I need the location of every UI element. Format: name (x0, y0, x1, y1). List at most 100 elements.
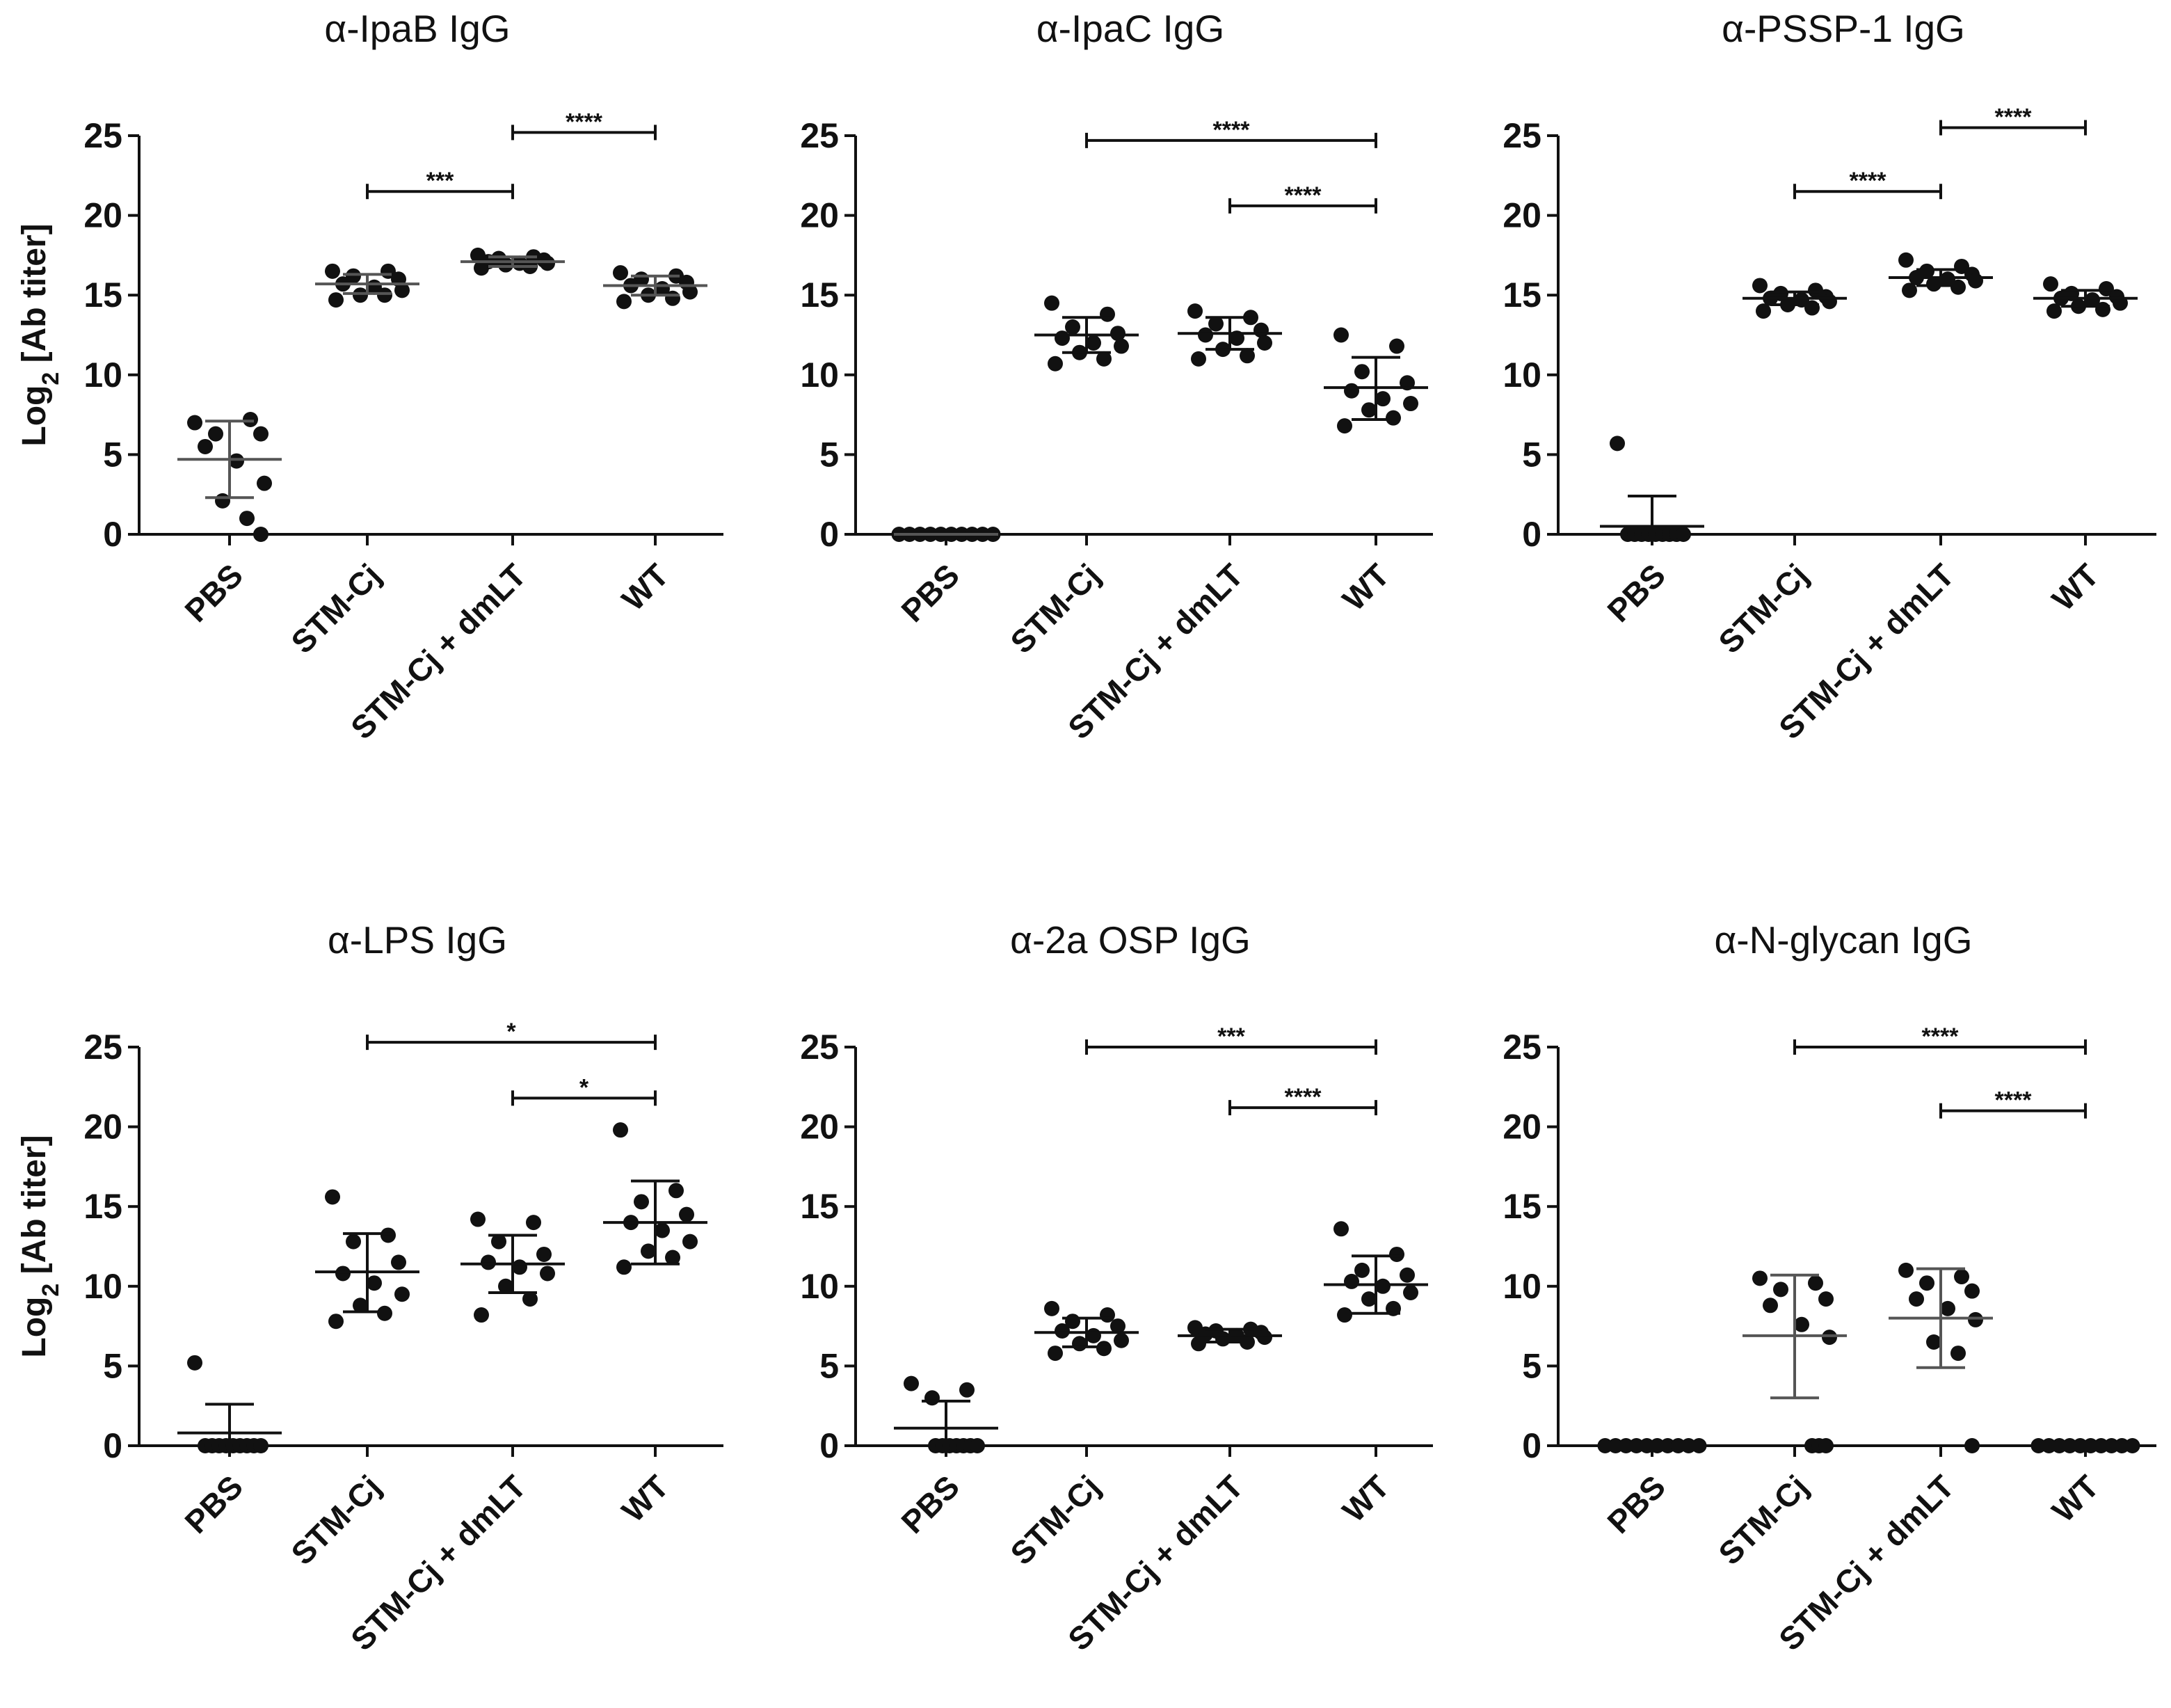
y-tick-label: 5 (819, 435, 839, 474)
data-point (394, 282, 410, 298)
data-point (613, 265, 628, 281)
y-tick-label: 0 (103, 515, 122, 554)
y-axis-label-subscript: 2 (38, 1284, 64, 1297)
data-point (641, 1243, 656, 1259)
y-tick-label: 10 (83, 356, 122, 394)
significance-label: **** (1995, 104, 2033, 131)
data-point (1100, 306, 1115, 322)
data-point (325, 1189, 340, 1205)
data-point (229, 453, 244, 469)
y-axis-label-rest: [Ab titer] (16, 223, 53, 372)
data-point (1804, 300, 1820, 316)
data-point (1822, 294, 1837, 310)
data-point (616, 1259, 632, 1275)
data-point (1048, 1346, 1063, 1362)
y-tick-label: 10 (800, 356, 839, 394)
y-tick-label: 25 (800, 116, 839, 155)
y-tick-label: 25 (1503, 116, 1541, 155)
data-point (335, 1266, 351, 1282)
data-point (346, 268, 361, 284)
data-point (1898, 252, 1914, 268)
y-axis-label: Log2 [Ab titer] (16, 223, 64, 446)
data-point (970, 1438, 985, 1453)
y-axis-label-main: Log (16, 385, 53, 447)
data-point (367, 1275, 382, 1291)
x-tick-label: STM-Cj (284, 557, 387, 660)
data-point (540, 1266, 555, 1282)
y-tick-label: 15 (800, 276, 839, 314)
data-point (239, 511, 255, 527)
data-point (1055, 1323, 1070, 1339)
data-point (540, 255, 555, 271)
y-tick-label: 5 (819, 1346, 839, 1385)
x-tick-label: STM-Cj (1711, 1468, 1815, 1572)
data-point (474, 1307, 489, 1323)
data-point (1096, 351, 1112, 367)
y-tick-label: 10 (800, 1267, 839, 1306)
data-point (1676, 527, 1691, 542)
data-point (1403, 1284, 1418, 1300)
data-point (498, 257, 513, 273)
data-point (1909, 1291, 1924, 1307)
y-tick-label: 25 (83, 1028, 122, 1067)
data-point (215, 493, 230, 509)
data-point (512, 1259, 527, 1275)
data-point (1940, 1300, 1955, 1316)
data-point (1072, 1336, 1087, 1352)
x-tick-label: STM-Cj (284, 1468, 387, 1572)
data-point (394, 1286, 410, 1302)
x-tick-label: PBS (177, 1468, 250, 1540)
significance-label: *** (426, 168, 454, 194)
data-point (1386, 410, 1401, 426)
data-point (1096, 1341, 1112, 1357)
data-point (1389, 1246, 1404, 1262)
y-axis-label-main: Log (16, 1297, 53, 1358)
data-point (1191, 1336, 1206, 1352)
significance-label: **** (566, 109, 603, 135)
data-point (346, 1234, 361, 1250)
data-point (328, 292, 344, 308)
data-point (1110, 326, 1125, 342)
y-tick-label: 0 (103, 1426, 122, 1465)
data-point (353, 287, 368, 303)
x-tick-label: WT (2045, 557, 2106, 617)
data-point (1086, 1327, 1101, 1343)
y-axis-label-subscript: 2 (38, 372, 64, 385)
y-tick-label: 10 (1503, 356, 1541, 394)
data-point (1361, 1291, 1377, 1307)
data-point (1964, 1438, 1980, 1453)
significance-label: *** (1217, 1023, 1245, 1050)
data-point (2085, 292, 2100, 308)
data-point (1044, 295, 1059, 311)
y-tick-label: 10 (1503, 1267, 1541, 1306)
data-point (474, 260, 489, 276)
data-point (187, 415, 202, 431)
data-point (904, 1375, 919, 1391)
data-point (1926, 276, 1941, 292)
data-point (536, 1246, 552, 1262)
x-tick-label: STM-Cj (1003, 1468, 1107, 1572)
data-point (1114, 1332, 1129, 1348)
data-point (1950, 1346, 1966, 1362)
data-point (208, 426, 223, 442)
y-tick-label: 20 (800, 1108, 839, 1147)
data-point (613, 1122, 628, 1138)
data-point (1403, 396, 1418, 412)
significance-label: **** (1995, 1087, 2033, 1114)
data-point (526, 1215, 541, 1231)
y-tick-label: 20 (83, 1108, 122, 1147)
x-tick-label: STM-Cj (1003, 557, 1107, 660)
data-point (1902, 282, 1917, 298)
x-tick-label: WT (1336, 557, 1396, 617)
data-point (634, 1194, 649, 1210)
data-point (1964, 1283, 1980, 1299)
data-point (2099, 281, 2114, 297)
data-point (1044, 1300, 1059, 1316)
data-point (1822, 1330, 1837, 1346)
significance-label: **** (1285, 182, 1322, 209)
panel-4: α-LPS IgG Log2 [Ab titer] 0 5 10 15 20 25 PBS STM… (16, 918, 723, 1657)
y-tick-label: 5 (103, 435, 122, 474)
